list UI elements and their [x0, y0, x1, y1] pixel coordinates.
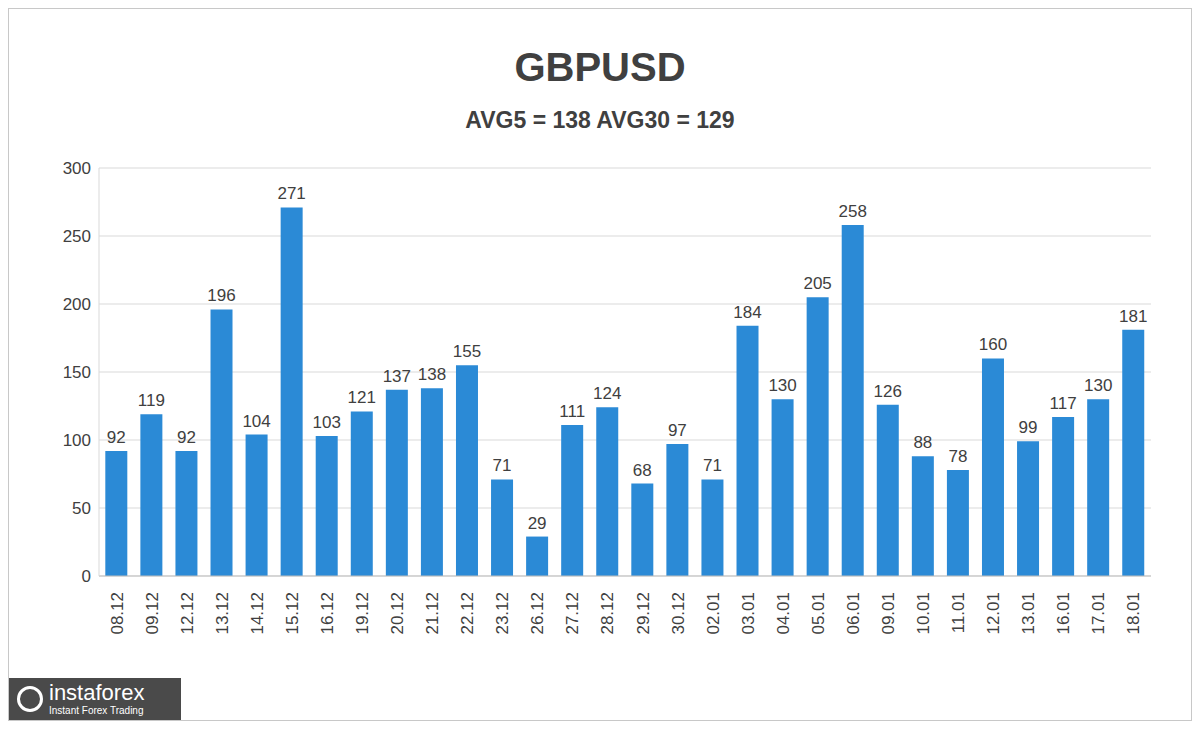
svg-text:29.12: 29.12 [634, 592, 653, 635]
svg-text:100: 100 [63, 431, 91, 450]
svg-text:271: 271 [277, 184, 305, 203]
svg-text:68: 68 [633, 461, 652, 480]
svg-text:184: 184 [733, 303, 761, 322]
html-text:instaforex: instaforex [49, 680, 145, 705]
svg-text:29: 29 [528, 514, 547, 533]
svg-text:27.12: 27.12 [563, 592, 582, 635]
svg-text:92: 92 [177, 428, 196, 447]
svg-text:258: 258 [839, 202, 867, 221]
svg-text:26.12: 26.12 [528, 592, 547, 635]
svg-text:13.12: 13.12 [213, 592, 232, 635]
svg-text:196: 196 [207, 286, 235, 305]
svg-text:0: 0 [82, 567, 91, 586]
svg-text:150: 150 [63, 363, 91, 382]
svg-text:104: 104 [242, 412, 270, 431]
svg-text:78: 78 [948, 447, 967, 466]
svg-text:15.12: 15.12 [283, 592, 302, 635]
svg-text:160: 160 [979, 335, 1007, 354]
svg-text:04.01: 04.01 [774, 592, 793, 635]
svg-text:117: 117 [1050, 394, 1077, 413]
svg-text:99: 99 [1019, 418, 1038, 437]
svg-text:200: 200 [63, 295, 91, 314]
svg-text:14.12: 14.12 [248, 592, 267, 635]
svg-text:11.01: 11.01 [949, 592, 968, 633]
svg-text:50: 50 [72, 499, 91, 518]
svg-text:06.01: 06.01 [844, 592, 863, 635]
html-text:AVG5 = 138 AVG30 = 129: AVG5 = 138 AVG30 = 129 [465, 107, 735, 133]
svg-text:300: 300 [63, 159, 91, 178]
svg-text:103: 103 [313, 413, 341, 432]
svg-text:124: 124 [593, 384, 621, 403]
svg-text:09.01: 09.01 [879, 592, 898, 635]
svg-text:23.12: 23.12 [493, 592, 512, 635]
svg-text:28.12: 28.12 [598, 592, 617, 635]
html-text:GBPUSD: GBPUSD [514, 45, 686, 89]
svg-text:30.12: 30.12 [669, 592, 688, 635]
svg-text:130: 130 [1084, 376, 1112, 395]
svg-text:119: 119 [138, 391, 165, 410]
svg-text:03.01: 03.01 [739, 592, 758, 635]
svg-text:130: 130 [768, 376, 796, 395]
svg-text:18.01: 18.01 [1124, 592, 1143, 635]
svg-text:20.12: 20.12 [388, 592, 407, 635]
svg-text:12.01: 12.01 [984, 592, 1003, 635]
svg-text:126: 126 [874, 382, 902, 401]
svg-text:09.12: 09.12 [143, 592, 162, 635]
svg-text:05.01: 05.01 [809, 592, 828, 635]
html-text:Instant Forex Trading: Instant Forex Trading [49, 705, 144, 716]
svg-text:71: 71 [703, 456, 722, 475]
svg-text:02.01: 02.01 [704, 592, 723, 635]
svg-text:16.01: 16.01 [1054, 592, 1073, 635]
svg-text:71: 71 [493, 456, 512, 475]
svg-text:22.12: 22.12 [458, 592, 477, 635]
svg-text:138: 138 [418, 365, 446, 384]
svg-text:17.01: 17.01 [1089, 592, 1108, 635]
svg-text:250: 250 [63, 227, 91, 246]
svg-text:181: 181 [1119, 307, 1147, 326]
svg-text:205: 205 [803, 274, 831, 293]
svg-text:16.12: 16.12 [318, 592, 337, 635]
svg-text:13.01: 13.01 [1019, 592, 1038, 635]
svg-text:10.01: 10.01 [914, 592, 933, 635]
svg-text:121: 121 [348, 388, 376, 407]
svg-text:137: 137 [383, 367, 411, 386]
svg-text:12.12: 12.12 [178, 592, 197, 635]
svg-text:19.12: 19.12 [353, 592, 372, 635]
svg-text:08.12: 08.12 [108, 592, 127, 635]
svg-text:21.12: 21.12 [423, 592, 442, 635]
svg-text:111: 111 [559, 402, 585, 421]
svg-text:92: 92 [107, 428, 126, 447]
svg-text:155: 155 [453, 342, 481, 361]
svg-text:97: 97 [668, 421, 687, 440]
svg-text:88: 88 [913, 433, 932, 452]
